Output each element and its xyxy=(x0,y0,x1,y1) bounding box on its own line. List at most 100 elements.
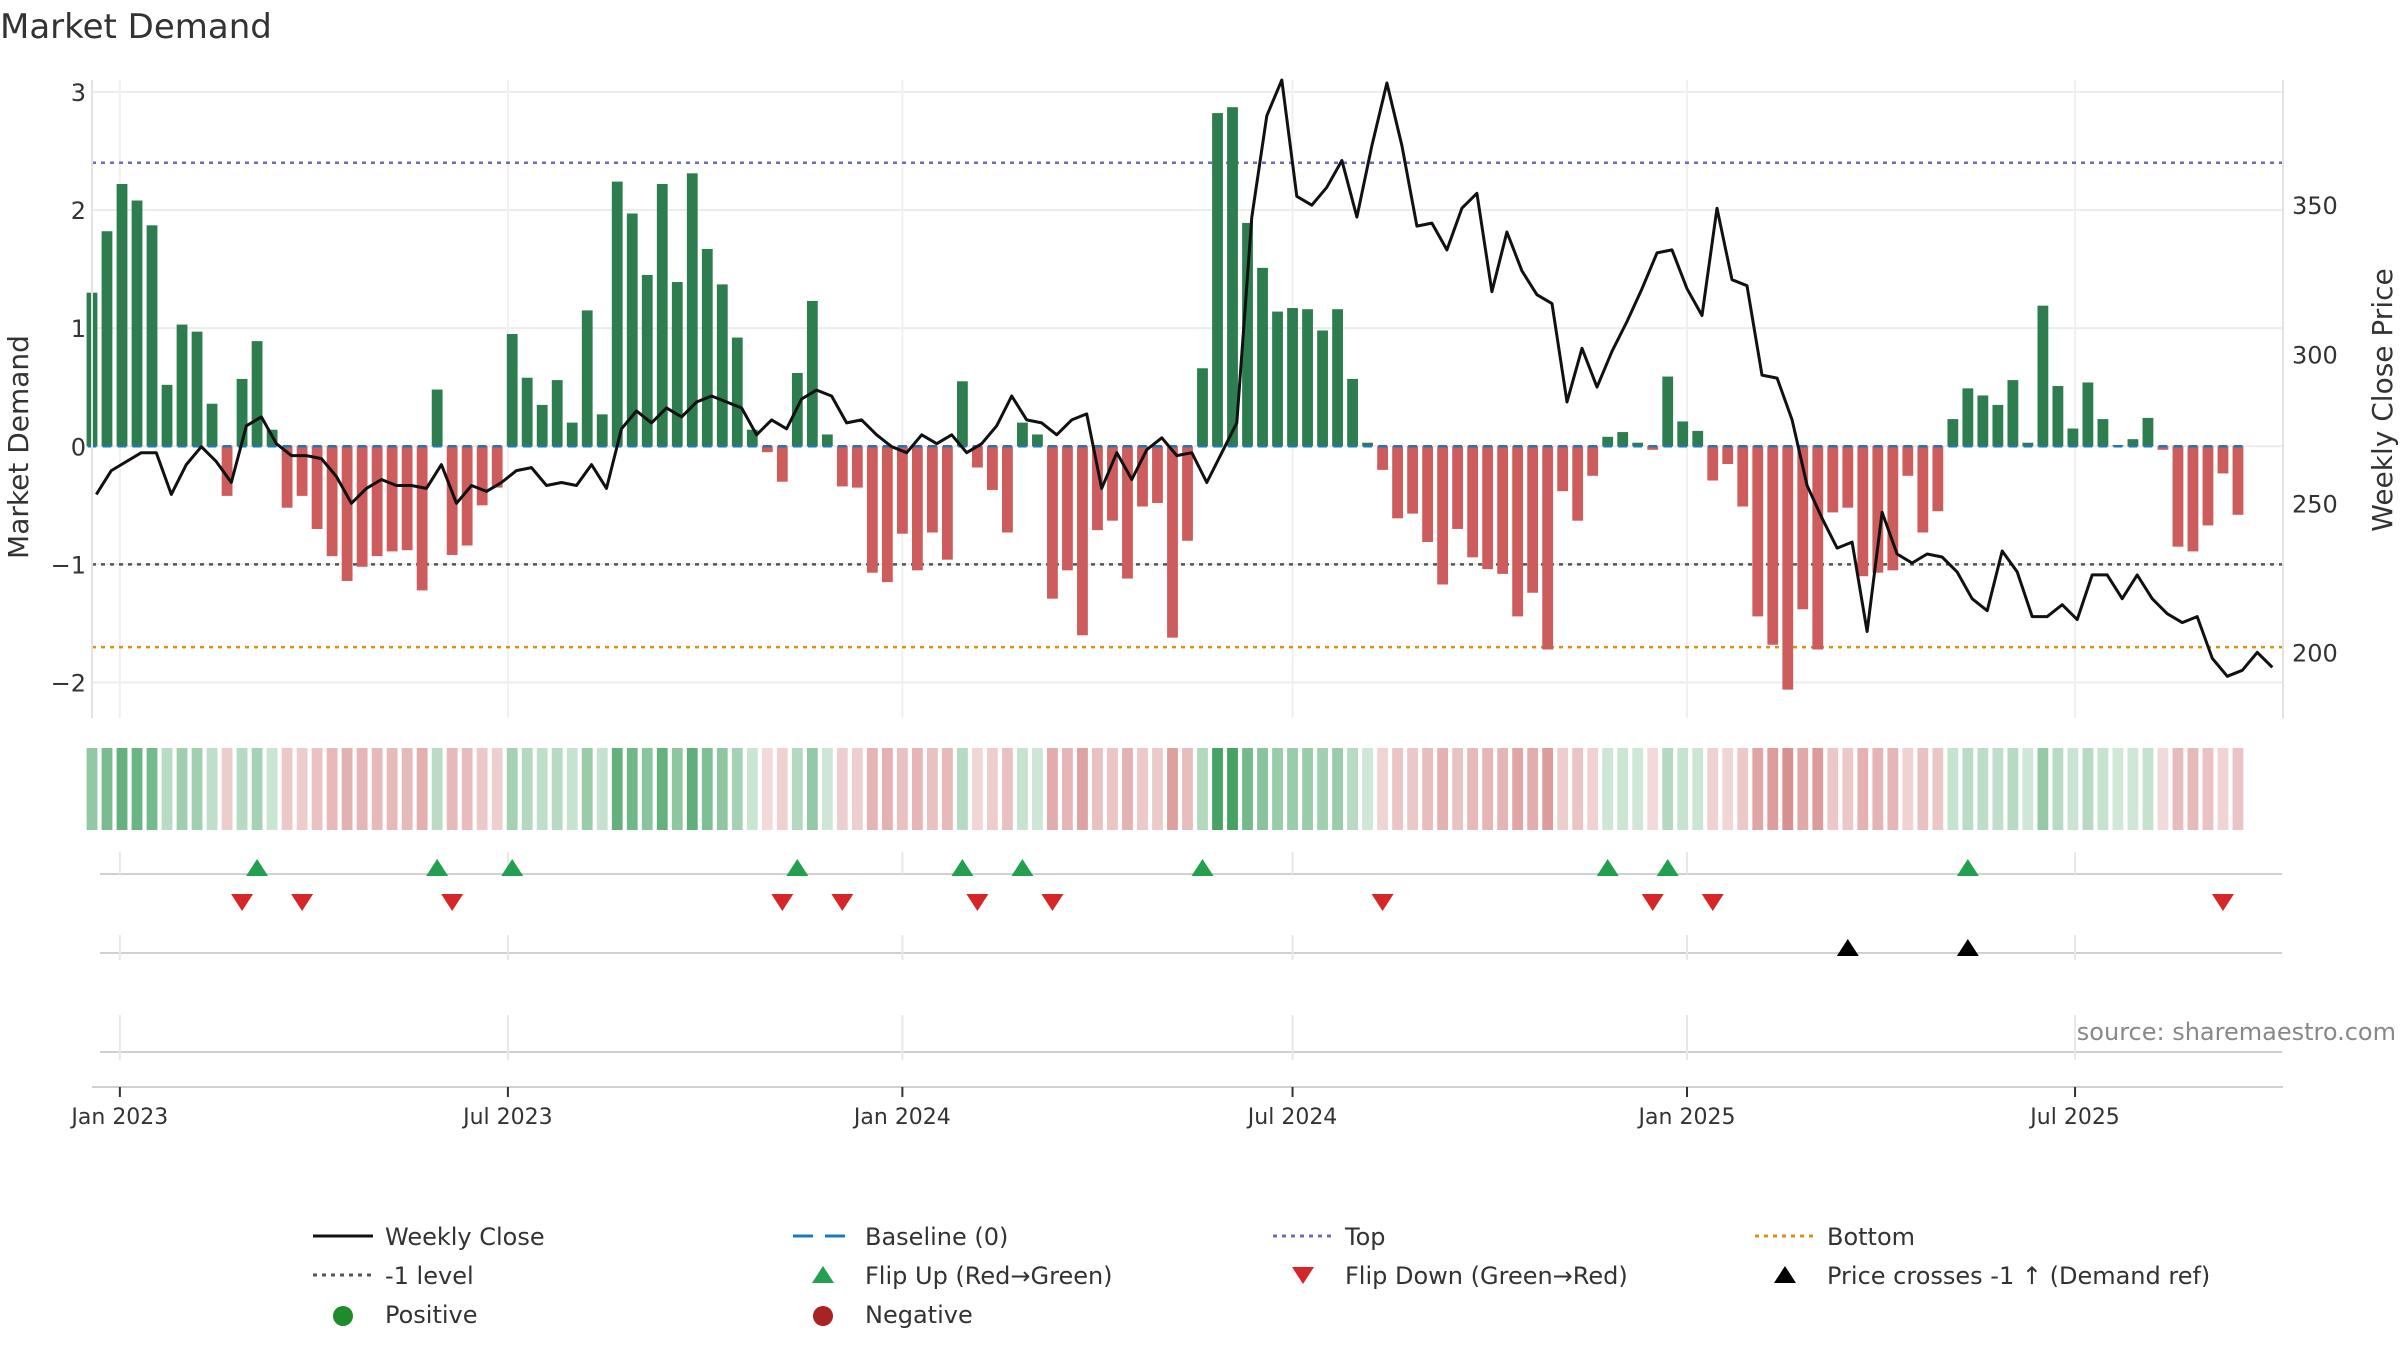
x-axis: Jan 2023 Jul 2023 Jan 2024 Jul 2024 Jan 2025… xyxy=(69,1086,2283,1130)
demand-bar xyxy=(1932,446,1944,512)
heat-cell xyxy=(1347,748,1358,830)
heat-cell xyxy=(1647,748,1659,830)
heat-cell xyxy=(1767,748,1779,830)
heat-cell xyxy=(1737,748,1749,830)
demand-bar xyxy=(1032,434,1043,447)
x-tick-label: Jul 2024 xyxy=(1246,1105,1338,1130)
heat-cell xyxy=(2067,748,2079,830)
demand-bar xyxy=(2037,305,2049,447)
flip-down-marker xyxy=(1641,894,1664,911)
demand-bar xyxy=(1407,446,1419,514)
heat-cell xyxy=(221,748,233,830)
heat-cell xyxy=(1962,748,1974,830)
demand-bar xyxy=(716,284,728,447)
axes: 3 2 1 0 −1 −2 350 300 250 200 xyxy=(51,79,2338,718)
heat-cell xyxy=(2172,748,2184,830)
demand-bar xyxy=(926,446,938,533)
legend-label: Weekly Close xyxy=(385,1223,545,1251)
flip-down-marker xyxy=(2211,894,2234,911)
demand-bar xyxy=(1212,113,1223,447)
heat-cell xyxy=(2157,748,2169,830)
demand-bar xyxy=(1527,446,1539,593)
heat-cell xyxy=(1377,748,1388,830)
demand-bar xyxy=(911,446,923,571)
heat-cell xyxy=(386,748,398,830)
heat-cell xyxy=(1197,748,1208,830)
y2-tick-label: 350 xyxy=(2292,192,2338,220)
heat-cell xyxy=(2202,748,2214,830)
heat-cell xyxy=(251,748,263,830)
heat-cell xyxy=(1122,748,1133,830)
demand-bar xyxy=(987,446,998,490)
flip-down-marker xyxy=(831,894,854,911)
demand-bar xyxy=(1707,446,1719,481)
demand-bar xyxy=(2157,446,2169,450)
demand-bar xyxy=(131,200,143,447)
heat-cell xyxy=(987,748,998,830)
demand-bar xyxy=(2082,382,2094,447)
heat-cell xyxy=(2022,748,2034,830)
demand-bar xyxy=(476,446,488,506)
heat-cell xyxy=(1902,748,1914,830)
demand-bar xyxy=(1317,330,1328,447)
demand-bar xyxy=(1782,446,1794,690)
flip-event-markers xyxy=(100,852,2282,1060)
heat-cell xyxy=(1467,748,1479,830)
demand-bar xyxy=(686,173,698,447)
heat-cell xyxy=(1827,748,1839,830)
heat-cell xyxy=(191,748,203,830)
demand-bar xyxy=(551,380,563,447)
demand-bar xyxy=(626,213,638,447)
demand-bar xyxy=(176,324,188,447)
demand-bar xyxy=(1857,446,1869,577)
heat-cell xyxy=(1152,748,1163,830)
heat-cell xyxy=(2232,748,2244,830)
heat-cell xyxy=(1032,748,1043,830)
heat-cell xyxy=(701,748,713,830)
demand-bar xyxy=(536,404,548,447)
heat-cell xyxy=(716,748,728,830)
demand-bar xyxy=(296,446,308,496)
demand-bar xyxy=(1377,446,1388,470)
heat-cell xyxy=(581,748,593,830)
heat-cell xyxy=(1857,748,1869,830)
demand-bar xyxy=(1767,446,1779,645)
demand-bar xyxy=(1287,308,1298,447)
chart-title: Market Demand xyxy=(0,7,272,47)
legend-swatch-circle xyxy=(333,1306,353,1326)
demand-bar xyxy=(446,446,458,555)
source-credit: source: sharemaestro.com xyxy=(2077,1018,2396,1046)
heat-cell xyxy=(956,748,968,830)
heat-cell xyxy=(821,748,833,830)
heat-cell xyxy=(1677,748,1689,830)
heat-cell xyxy=(1977,748,1989,830)
demand-bar xyxy=(1722,446,1734,464)
demand-bar xyxy=(1122,446,1133,579)
demand-bar xyxy=(416,446,428,591)
flip-down-marker xyxy=(771,894,794,911)
demand-bar xyxy=(431,389,443,447)
heat-cell xyxy=(146,748,158,830)
demand-bar xyxy=(506,334,518,447)
demand-bar xyxy=(1557,446,1569,492)
demand-bar xyxy=(761,446,773,453)
demand-bar xyxy=(311,446,323,529)
heat-cell xyxy=(1077,748,1088,830)
x-tick-label: Jul 2023 xyxy=(461,1105,553,1130)
demand-bar xyxy=(1992,404,2004,447)
heat-cell xyxy=(1092,748,1103,830)
heat-cell xyxy=(1887,748,1899,830)
x-tick-label: Jan 2025 xyxy=(1637,1105,1736,1130)
heat-cell xyxy=(1587,748,1599,830)
heat-cell xyxy=(1017,748,1028,830)
price-layer xyxy=(95,78,2274,678)
heat-cell xyxy=(371,748,383,830)
flip-down-marker xyxy=(1041,894,1064,911)
y2-axis-label: Weekly Close Price xyxy=(2366,268,2399,531)
demand-bar xyxy=(1572,446,1584,521)
demand-bar xyxy=(236,378,248,447)
legend-label: -1 level xyxy=(385,1262,474,1290)
heat-cell xyxy=(281,748,293,830)
